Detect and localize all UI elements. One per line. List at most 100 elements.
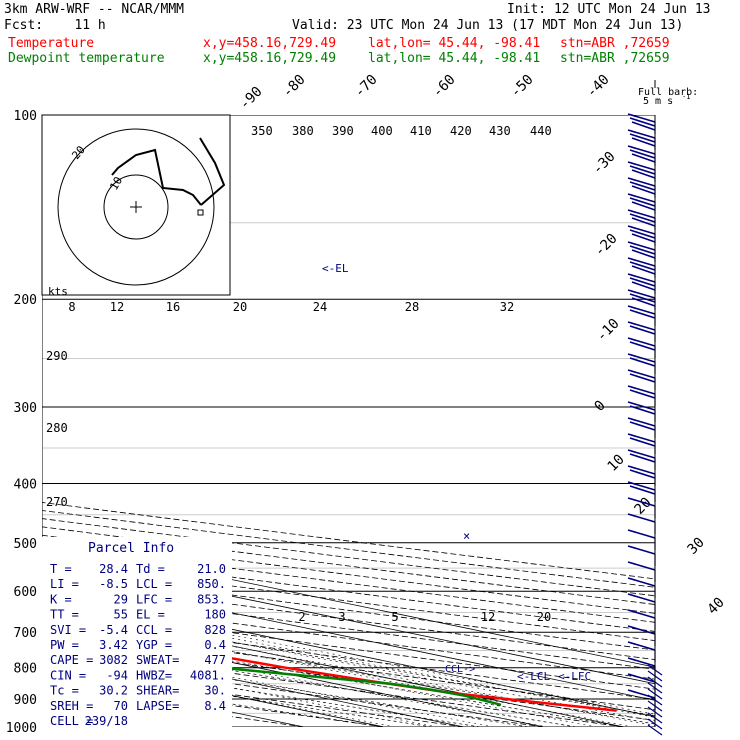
parcel-info-value: 853. [197,592,226,606]
wind-barb [629,309,656,319]
wind-barb [629,117,656,127]
dewpoint-latlon: lat,lon= 45.44, -98.41 [368,51,541,66]
wind-barb [627,353,656,363]
wind-barb [627,593,656,603]
parcel-info-label: Tc = [50,684,79,698]
parcel-info-value: 30. [204,684,226,698]
theta-label: 430 [489,124,511,138]
theta-label: 280 [46,421,68,435]
mixing-ratio-label: 16 [166,300,180,314]
mixing-ratio-line [42,658,396,727]
mixing-ratio-label: 20 [537,610,551,624]
pressure-tick-label: 900 [14,693,37,708]
wind-barb [627,129,656,139]
hodograph-ring [103,174,169,240]
moist-adiabat-line [42,629,625,727]
isotherm-label: -60 [430,72,459,101]
isotherm-label: 0 [592,398,609,415]
pressure-tick-label: 200 [14,293,37,308]
isotherm-label: 30 [685,535,708,558]
pressure-tick-label: 500 [14,537,37,552]
moist-adiabat-line [42,618,655,725]
dry-adiabat-line [42,526,655,605]
pressure-tick-label: 700 [14,626,37,641]
wind-barb [627,321,656,331]
wind-barb [627,241,656,251]
parcel-level-annotation: <-EL [322,262,349,275]
wind-barb [627,257,656,267]
dry-adiabat-line [42,646,625,727]
wind-barb [627,433,656,443]
theta-label: 350 [251,124,273,138]
parcel-info-value: 850. [197,577,226,591]
wind-barb [629,389,656,399]
wind-barb [631,265,656,275]
mixing-ratio-label: 28 [405,300,419,314]
wind-barb [629,149,656,159]
parcel-info-value: 477 [204,653,226,667]
wind-barb [627,673,656,683]
dry-adiabat-line [42,626,655,711]
dry-adiabat-line [42,534,655,614]
parcel-info-label: LCL = [136,577,172,591]
wind-barb [629,213,656,223]
wind-barb [629,261,656,271]
temperature-xy: x,y=458.16,729.49 [203,36,337,51]
wind-barb [631,121,656,131]
parcel-info-value: 29 [114,592,128,606]
dewpoint-xy: x,y=458.16,729.49 [203,51,337,66]
wind-barb [627,417,656,427]
wind-barb [629,373,656,383]
wind-barb [627,513,656,523]
parcel-info-value: 0.4 [204,638,226,652]
isotherm-label: -30 [590,149,619,178]
wind-barb [627,657,656,667]
parcel-info-background [42,537,232,727]
theta-label: 270 [46,495,68,509]
wind-barb [627,145,656,155]
parcel-info-value: 239/18 [85,714,128,728]
parcel-info-label: PW = [50,638,79,652]
hodograph-end-marker [197,209,204,216]
pressure-tick-label: 1000 [6,721,37,736]
wind-barb [627,113,656,123]
parcel-info-value: 55 [114,608,128,622]
parcel-info-value: 21.0 [197,562,226,576]
wind-barb [631,297,656,307]
isotherm-line [42,539,655,668]
parcel-info-label: EL = [136,608,165,622]
parcel-level-annotation: CCL-> [445,664,475,675]
annotations: <-EL CCL-> <-LCL <-LFC × [322,262,591,683]
parcel-info-label: CCL = [136,623,172,637]
theta-label: 420 [450,124,472,138]
pressure-tick-label: 800 [14,662,37,677]
parcel-info-value: 4081. [190,668,226,682]
wind-barb [627,161,656,171]
wind-barb [627,193,656,203]
mixing-ratio-label: 5 [391,610,398,624]
mixing-ratio-label: 12 [481,610,495,624]
forecast-hour: Fcst: 11 h [4,18,106,33]
parcel-info-label: LI = [50,577,79,591]
parcel-marker: × [463,529,470,543]
wind-barb [629,133,656,143]
wind-barb [627,497,656,507]
wind-barb [631,185,656,195]
wind-barb [629,453,656,463]
wind-barb [627,465,656,475]
valid-time: Valid: 23 UTC Mon 24 Jun 13 (17 MDT Mon … [292,18,684,33]
mixing-ratio-label: 20 [233,300,247,314]
isotherm-label: 10 [605,452,628,475]
barb-legend-line1: Full barb: [638,87,698,98]
wind-barb [629,245,656,255]
temperature-station: stn=ABR ,72659 [560,36,670,51]
wind-barb [631,249,656,259]
wind-barb [627,385,656,395]
isotherm-line [42,572,655,701]
wind-barb [627,609,656,619]
wind-barb [629,293,656,303]
parcel-info-value: -94 [106,668,128,682]
parcel-level-annotation: <-LFC [558,670,591,683]
theta-label: 380 [292,124,314,138]
